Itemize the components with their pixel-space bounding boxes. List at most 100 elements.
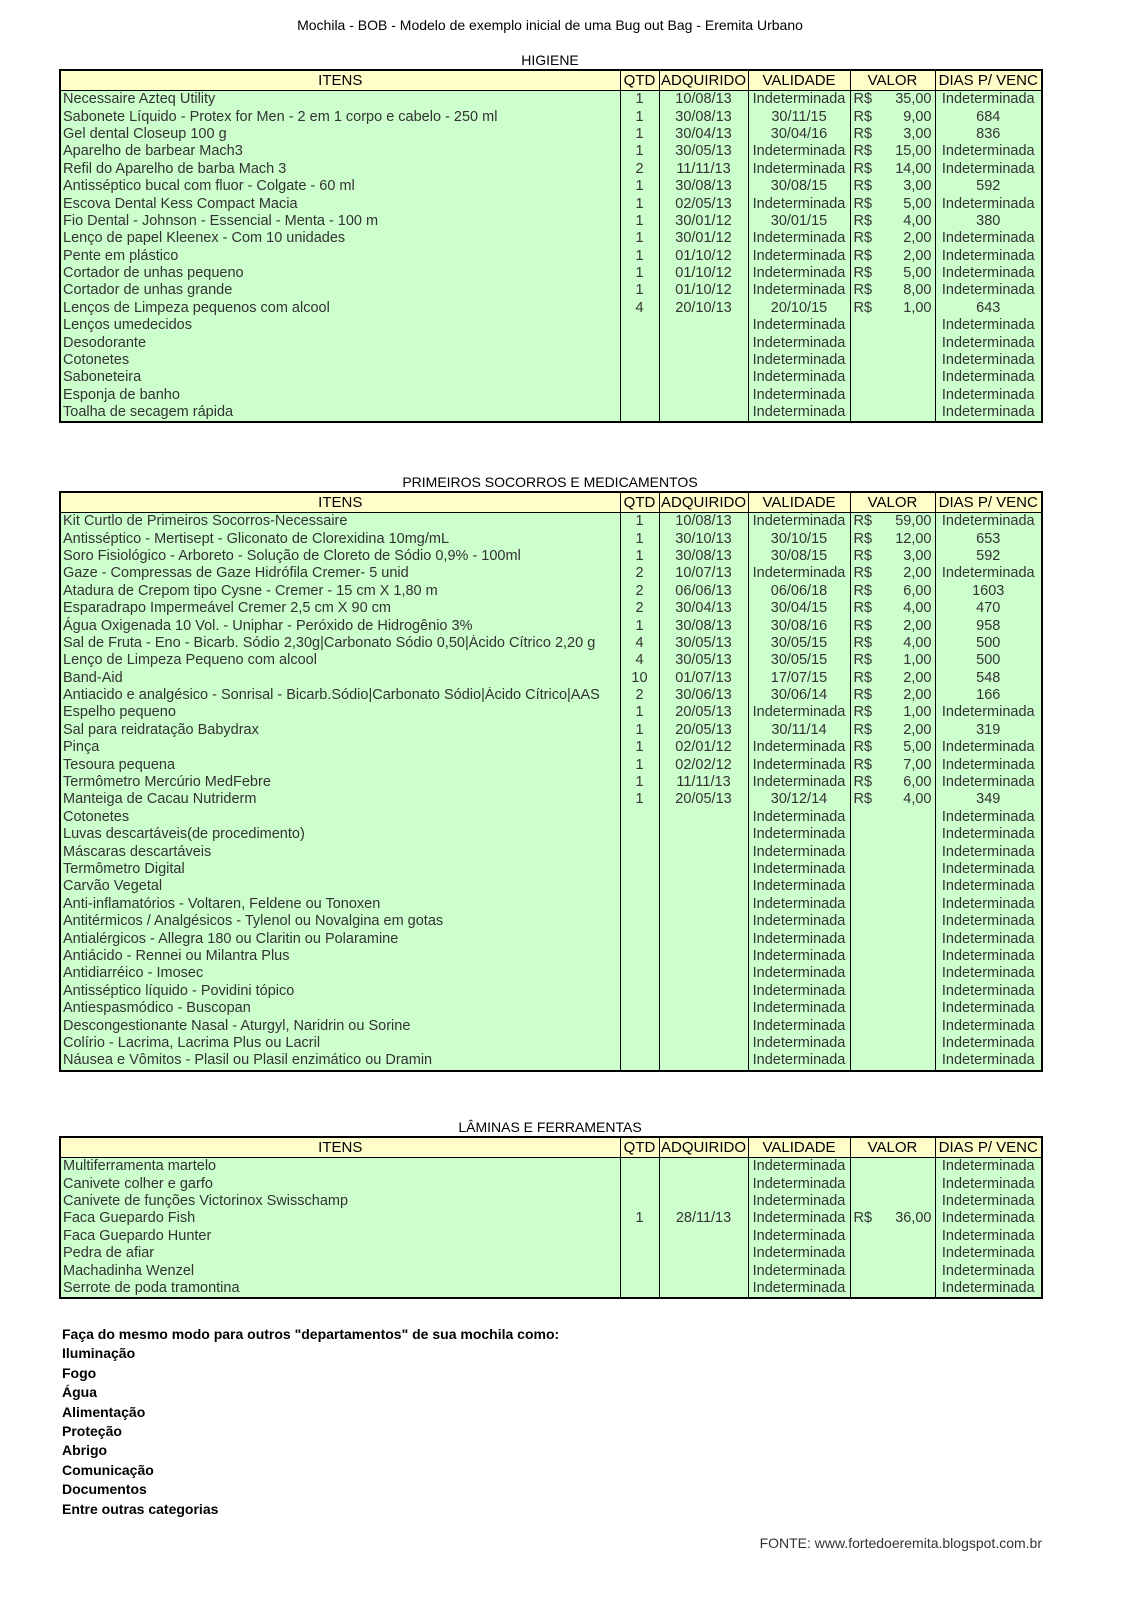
amount: 1,00 [903,704,932,721]
validade: Indeterminada [747,334,851,352]
amount: 35,00 [895,91,932,108]
adquirido: 30/04/13 [658,599,749,618]
item-name: Faca Guepardo Hunter [59,1227,621,1245]
note-item: Comunicação [62,1461,154,1478]
item-name: Fio Dental - Johnson - Essencial - Menta… [59,212,621,231]
amount: 9,00 [903,108,932,125]
amount: 3,00 [903,178,932,195]
currency: R$ [853,704,873,721]
currency: R$ [853,178,873,195]
valor [849,808,936,827]
column-header: DIAS P/ VENC [934,491,1043,513]
table-row: Escova Dental Kess Compact Macia 1 02/05… [59,195,1043,213]
item-name: Canivete colher e garfo [59,1175,621,1193]
dias-p-venc: Indeterminada [934,160,1043,178]
valor: R$ 8,00 [849,282,936,300]
valor [849,1034,936,1053]
adquirido: 30/05/13 [658,652,749,670]
column-header: ADQUIRIDO [658,69,749,91]
dias-p-venc: Indeterminada [934,843,1043,861]
dias-p-venc: 500 [934,634,1043,653]
dias-p-venc: 380 [934,212,1043,231]
adquirido [658,1279,749,1299]
adquirido [658,369,749,387]
adquirido [658,947,749,966]
validade: Indeterminada [747,143,851,161]
valor [849,1244,936,1263]
valor [849,1017,936,1035]
dias-p-venc: Indeterminada [934,1034,1043,1053]
amount: 2,00 [903,687,932,704]
qtd: 1 [619,739,660,757]
qtd: 1 [619,756,660,774]
dias-p-venc: Indeterminada [934,1192,1043,1211]
table-row: Pinça 1 02/01/12 Indeterminada R$ 5,00 In… [59,739,1043,757]
note-item: Abrigo [62,1442,108,1459]
adquirido: 10/07/13 [658,565,749,583]
header-row: ITENS QTD ADQUIRIDO VALIDADE VALOR DIAS P/ VE… [59,69,1043,91]
valor [849,1175,936,1193]
adquirido [658,1262,749,1280]
qtd [619,1034,660,1053]
adquirido [658,1175,749,1193]
table-row: Faca Guepardo Hunter Indeterminada Indet… [59,1227,1043,1245]
adquirido: 20/10/13 [658,299,749,318]
qtd: 2 [619,160,660,178]
validade: Indeterminada [747,1034,851,1053]
header-row: ITENS QTD ADQUIRIDO VALIDADE VALOR DIAS P/ VE… [59,491,1043,513]
valor [849,404,936,423]
dias-p-venc: Indeterminada [934,143,1043,161]
item-name: Antiácido - Rennei ou Milantra Plus [59,947,621,966]
adquirido [658,404,749,423]
dias-p-venc: Indeterminada [934,878,1043,896]
valor: R$ 3,00 [849,177,936,196]
validade: Indeterminada [747,912,851,931]
validade: 30/05/15 [747,634,851,653]
dias-p-venc: Indeterminada [934,1227,1043,1245]
amount: 8,00 [903,282,932,299]
adquirido [658,930,749,948]
dias-p-venc: 319 [934,721,1043,740]
currency: R$ [853,617,873,634]
adquirido: 01/10/12 [658,264,749,283]
dias-p-venc: Indeterminada [934,247,1043,265]
adquirido: 30/08/13 [658,108,749,126]
currency: R$ [853,739,873,756]
item-name: Antiespasmódico - Buscopan [59,999,621,1018]
table-row: Band-Aid 10 01/07/13 17/07/15 R$ 2,00 548 [59,669,1043,687]
currency: R$ [853,1210,873,1227]
adquirido [658,1192,749,1211]
currency: R$ [853,195,873,212]
dias-p-venc: Indeterminada [934,369,1043,387]
amount: 3,00 [903,125,932,142]
adquirido: 30/01/12 [658,212,749,231]
currency: R$ [853,513,873,530]
table-row: Lenço de papel Kleenex - Com 10 unidades… [59,230,1043,248]
dias-p-venc: Indeterminada [934,1175,1043,1193]
table-row: Canivete de funções Victorinox Swisscham… [59,1192,1043,1211]
item-name: Machadinha Wenzel [59,1262,621,1280]
dias-p-venc: 643 [934,299,1043,318]
adquirido: 02/01/12 [658,739,749,757]
qtd [619,808,660,827]
qtd: 1 [619,108,660,126]
dias-p-venc: Indeterminada [934,826,1043,844]
item-name: Cortador de unhas grande [59,282,621,300]
table-row: Antiespasmódico - Buscopan Indeterminada… [59,999,1043,1018]
validade: 30/11/14 [747,721,851,740]
item-name: Necessaire Azteq Utility [59,90,621,109]
table-row: Antialérgicos - Allegra 180 ou Claritin … [59,930,1043,948]
qtd [619,947,660,966]
qtd [619,334,660,352]
item-name: Lenços de Limpeza pequenos com alcool [59,299,621,318]
currency: R$ [853,721,873,738]
table-row: Manteiga de Cacau Nutriderm 1 20/05/13 3… [59,791,1043,809]
qtd [619,895,660,913]
adquirido [658,982,749,1000]
valor [849,930,936,948]
adquirido: 20/05/13 [658,704,749,722]
dias-p-venc: 592 [934,177,1043,196]
item-name: Gel dental Closeup 100 g [59,125,621,144]
note-item: Iluminação [62,1345,136,1362]
adquirido [658,843,749,861]
